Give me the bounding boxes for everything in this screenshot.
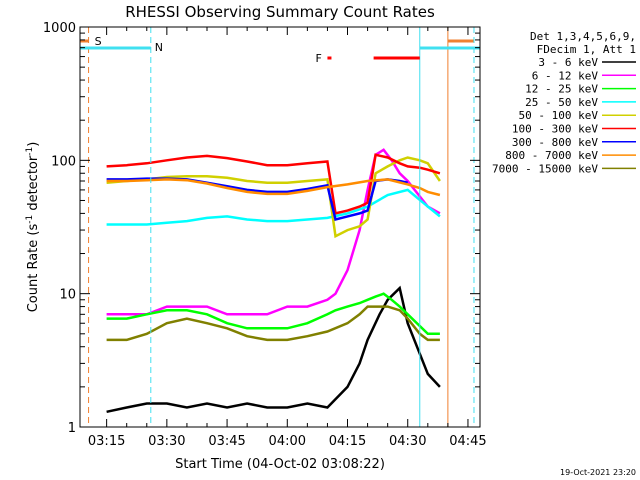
legend-entry-label: 7000 - 15000 keV	[492, 162, 598, 175]
x-tick-label: 03:45	[208, 434, 245, 449]
flag-layer: S N F	[79, 27, 480, 427]
legend-entry-label: 800 - 7000 keV	[505, 149, 598, 162]
legend-entry-label: 12 - 25 keV	[525, 83, 598, 96]
y-axis-label-exp2: -1	[25, 147, 35, 156]
series-layer	[106, 148, 441, 414]
x-tick-label: 03:30	[148, 434, 185, 449]
y-tick-label: 1000	[43, 21, 76, 36]
series-line-9	[106, 305, 440, 342]
x-tick-label: 04:45	[449, 434, 486, 449]
legend-entry-label: 300 - 800 keV	[512, 136, 598, 149]
legend-entry-label: 50 - 100 keV	[519, 109, 599, 122]
legend-entry-label: 6 - 12 keV	[532, 69, 599, 82]
x-axis: 03:15 03:30 03:45 04:00 04:15 04:30 04:45	[88, 27, 487, 449]
legend-header-line: FDecim 1, Att 1	[537, 43, 636, 56]
x-tick-label: 04:30	[389, 434, 426, 449]
y-axis-label-main: Count Rate (s	[26, 224, 41, 313]
chart-title: RHESSI Observing Summary Count Rates	[125, 3, 435, 21]
saa-flag-label: S	[95, 35, 102, 48]
series-line-7	[106, 177, 408, 222]
plot-frame	[79, 26, 481, 428]
night-flag-label: N	[155, 41, 163, 54]
legend-header-line: Det 1,3,4,5,6,9,	[530, 30, 636, 43]
flare-flag-label: F	[315, 52, 321, 65]
legend-entry-label: 25 - 50 keV	[525, 96, 598, 109]
legend-entry-label: 100 - 300 keV	[512, 123, 598, 136]
series-line-6	[106, 153, 441, 215]
x-tick-label: 03:15	[88, 434, 125, 449]
legend: Det 1,3,4,5,6,9,FDecim 1, Att 13 - 6 keV…	[492, 30, 636, 175]
series-line-4	[106, 188, 441, 226]
x-tick-label: 04:00	[269, 434, 306, 449]
y-axis-label-mid: detector	[26, 155, 41, 215]
legend-entry-label: 3 - 6 keV	[538, 56, 598, 69]
series-line-5	[106, 156, 441, 239]
y-axis: 1 10 100 1000	[43, 21, 480, 436]
y-axis-label: Count Rate (s-1 detector-1)	[25, 142, 41, 313]
y-axis-label-exp1: -1	[25, 215, 35, 224]
series-line-3	[106, 292, 440, 336]
series-line-2	[106, 148, 441, 316]
y-tick-label: 100	[51, 154, 76, 169]
footer-timestamp: 19-Oct-2021 23:20	[560, 468, 636, 477]
y-tick-label: 10	[59, 288, 76, 303]
series-line-8	[106, 178, 441, 197]
series-line-1	[106, 285, 441, 414]
y-axis-label-end: )	[26, 142, 41, 147]
x-tick-label: 04:15	[329, 434, 366, 449]
x-axis-label: Start Time (04-Oct-02 03:08:22)	[175, 457, 385, 472]
y-tick-label: 1	[68, 421, 76, 436]
